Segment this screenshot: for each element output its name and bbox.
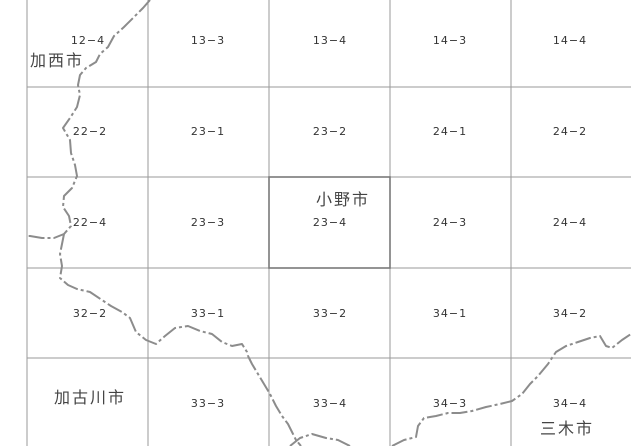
cell-label-13-4: 13−4 [313, 34, 347, 47]
cell-label-24-4: 24−4 [553, 216, 587, 229]
cell-label-24-2: 24−2 [553, 125, 587, 138]
cell-label-23-1: 23−1 [191, 125, 225, 138]
cell-label-34-4: 34−4 [553, 397, 587, 410]
cell-label-23-3: 23−3 [191, 216, 225, 229]
cell-label-22-4: 22−4 [73, 216, 107, 229]
cell-label-23-2: 23−2 [313, 125, 347, 138]
city-labels: 加西市 小野市 加古川市 三木市 [30, 51, 594, 438]
boundary-south-center-2 [289, 433, 351, 446]
city-label-miki: 三木市 [540, 419, 594, 438]
cell-label-22-2: 22−2 [73, 125, 107, 138]
boundary-west [28, 0, 151, 239]
cell-label-14-3: 14−3 [433, 34, 467, 47]
cell-label-32-2: 32−2 [73, 307, 107, 320]
boundary-south-east [391, 333, 631, 446]
cell-label-34-1: 34−1 [433, 307, 467, 320]
grid-lines [26, 0, 631, 446]
municipal-boundaries [28, 0, 631, 446]
cell-label-13-3: 13−3 [191, 34, 225, 47]
cell-labels: 12−4 13−3 13−4 14−3 14−4 22−2 23−1 23−2 … [71, 34, 587, 410]
cell-label-23-4: 23−4 [313, 216, 347, 229]
boundary-south-center [247, 355, 302, 446]
cell-label-14-4: 14−4 [553, 34, 587, 47]
city-label-kasai: 加西市 [30, 51, 84, 70]
cell-label-34-3: 34−3 [433, 397, 467, 410]
cell-label-24-3: 24−3 [433, 216, 467, 229]
cell-label-33-2: 33−2 [313, 307, 347, 320]
cell-label-34-2: 34−2 [553, 307, 587, 320]
city-label-kakogawa: 加古川市 [54, 388, 126, 407]
boundary-south-west [59, 233, 249, 357]
cell-label-33-4: 33−4 [313, 397, 347, 410]
cell-label-24-1: 24−1 [433, 125, 467, 138]
city-label-ono: 小野市 [316, 190, 370, 209]
cell-label-33-1: 33−1 [191, 307, 225, 320]
cell-label-12-4: 12−4 [71, 34, 105, 47]
cell-label-33-3: 33−3 [191, 397, 225, 410]
highlighted-cell-frame [268, 176, 391, 269]
